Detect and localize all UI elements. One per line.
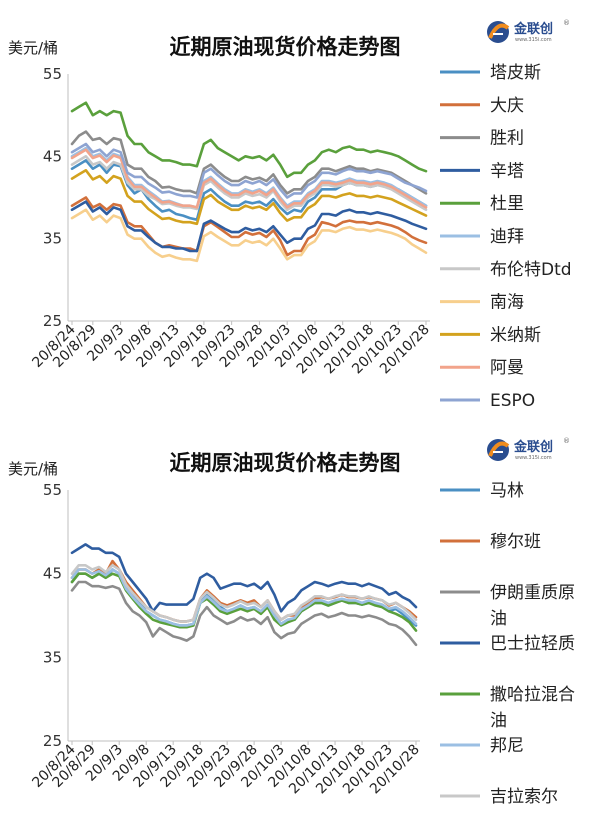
- legend-label-7: 布伦特Dtd: [490, 260, 572, 280]
- y-tick-label: 35: [43, 230, 62, 248]
- y-tick-label: 35: [43, 648, 62, 666]
- series-line-10: [70, 148, 428, 209]
- series-line-5: [70, 101, 428, 179]
- legend-label-3: 伊朗重质原油: [490, 583, 575, 629]
- series-line-3: [70, 130, 428, 195]
- logo-url: www.315i.com: [515, 455, 552, 461]
- legend-label-11: ESPO: [490, 391, 535, 411]
- series-line-11: [70, 142, 428, 199]
- series-line-7: [70, 564, 418, 623]
- legend-label-2: 大庆: [490, 96, 524, 116]
- logo-name: 金联创: [513, 439, 553, 455]
- legend-label-5: 杜里: [490, 194, 524, 214]
- y-axis-unit: 美元/桶: [8, 460, 58, 478]
- series-line-3: [70, 580, 418, 647]
- legend-label-3: 胜利: [490, 129, 524, 149]
- chart-panel-top: 近期原油现货价格走势图 美元/桶 金联创 www.315i.com ® 25 35 45 55 2…: [8, 19, 572, 411]
- legend-label-4: 辛塔: [490, 161, 524, 181]
- legend-label-5: 撒哈拉混合油: [490, 685, 575, 731]
- legend-label-9: 米纳斯: [490, 325, 541, 345]
- y-tick-label: 25: [43, 732, 62, 750]
- legend-label-7: 吉拉索尔: [490, 787, 558, 807]
- legend-label-6: 邦尼: [490, 736, 524, 756]
- y-tick-label: 25: [43, 312, 62, 330]
- y-tick-label: 45: [43, 147, 62, 165]
- y-tick-label: 55: [43, 481, 62, 499]
- legend-label-1: 塔皮斯: [490, 63, 541, 83]
- series-line-9: [70, 169, 428, 226]
- logo-swoosh-icon: [488, 441, 510, 457]
- legend-label-4: 巴士拉轻质: [490, 634, 575, 654]
- legend-label-8: 南海: [490, 293, 524, 313]
- legend-label-10: 阿曼: [490, 358, 524, 378]
- registered-mark: ®: [563, 19, 570, 27]
- chart-panel-bottom: 近期原油现货价格走势图 美元/桶 金联创 www.315i.com ® 25 35 45 55 2…: [0, 430, 610, 836]
- series-line-4: [70, 543, 418, 613]
- y-tick-label: 55: [43, 65, 62, 83]
- series-line-4: [70, 200, 428, 253]
- logo-swoosh-icon: [488, 23, 510, 39]
- chart-title: 近期原油现货价格走势图: [170, 35, 401, 59]
- legend-label-2: 穆尔班: [490, 532, 541, 552]
- series-line-7: [70, 155, 428, 212]
- series-line-6: [70, 568, 418, 627]
- line-chart-top: 近期原油现货价格走势图美元/桶金联创www.315i.com®253545552…: [8, 19, 572, 411]
- y-axis-unit: 美元/桶: [8, 39, 58, 57]
- series-line-8: [70, 208, 428, 263]
- legend-label-6: 迪拜: [490, 227, 524, 247]
- logo-name: 金联创: [513, 21, 553, 37]
- line-chart-bottom: 近期原油现货价格走势图美元/桶金联创www.315i.com®253545552…: [8, 437, 575, 807]
- logo-url: www.315i.com: [515, 37, 552, 43]
- series-line-2: [70, 196, 428, 257]
- registered-mark: ®: [563, 437, 570, 445]
- y-tick-label: 45: [43, 565, 62, 583]
- legend-label-1: 马林: [490, 481, 524, 501]
- chart-title: 近期原油现货价格走势图: [170, 451, 401, 475]
